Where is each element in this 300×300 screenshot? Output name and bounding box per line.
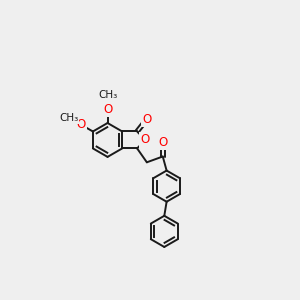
Text: O: O	[142, 113, 151, 126]
Text: O: O	[103, 103, 112, 116]
Text: O: O	[76, 118, 86, 131]
Text: CH₃: CH₃	[98, 90, 117, 100]
Text: O: O	[141, 134, 150, 146]
Text: CH₃: CH₃	[59, 112, 78, 123]
Text: O: O	[158, 136, 167, 148]
